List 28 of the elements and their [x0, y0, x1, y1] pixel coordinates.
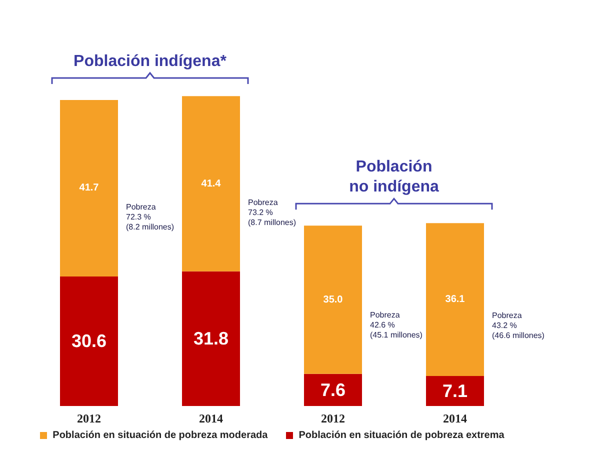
annotation: Pobreza 72.3 % (8.2 millones) — [126, 202, 174, 232]
legend-label: Población en situación de pobreza extrema — [298, 430, 504, 441]
bar — [60, 100, 118, 276]
x-tick-label: 2014 — [199, 412, 223, 426]
data-label: 35.0 — [323, 294, 344, 306]
text: Población indígena* — [74, 52, 228, 70]
x-tick-label: 2012 — [77, 412, 101, 426]
data-label: 30.6 — [71, 331, 107, 352]
data-label: 41.7 — [79, 182, 100, 194]
x-tick-label: 2014 — [443, 412, 467, 426]
annotation: Pobreza 42.6 % (45.1 millones) — [370, 310, 423, 340]
annotation: Población no indígena — [349, 158, 439, 196]
x-tick-label: 2012 — [321, 412, 345, 426]
bar — [60, 276, 118, 406]
bar — [304, 226, 362, 374]
data-label: 36.1 — [445, 294, 466, 306]
data-label: 7.1 — [442, 380, 468, 401]
bar — [426, 223, 484, 376]
data-label: 31.8 — [193, 328, 229, 349]
legend-label: Población en situación de pobreza moderada — [52, 430, 268, 441]
data-label: 7.6 — [320, 380, 346, 400]
bar — [182, 96, 240, 272]
data-label: 41.4 — [201, 178, 222, 190]
bar — [182, 271, 240, 406]
bar — [304, 374, 362, 406]
annotation: Pobreza 43.2 % (46.6 millones) — [492, 310, 545, 340]
bar — [426, 376, 484, 406]
annotation: Pobreza 73.2 % (8.7 millones) — [248, 198, 296, 227]
